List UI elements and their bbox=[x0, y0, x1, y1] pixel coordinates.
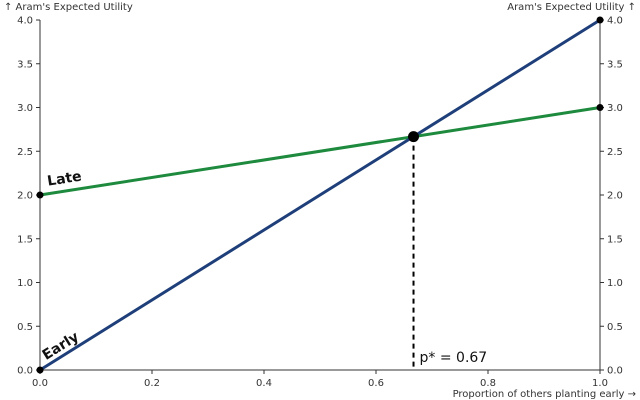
x-tick-label: 0.2 bbox=[144, 378, 160, 389]
y-tick-label-left: 1.5 bbox=[17, 234, 33, 245]
y-axis-label-right: Aram's Expected Utility ↑ bbox=[507, 2, 636, 13]
y-tick-label-right: 1.5 bbox=[607, 234, 623, 245]
endpoint-early bbox=[596, 16, 604, 24]
y-tick-label-left: 0.5 bbox=[17, 322, 33, 333]
equilibrium-point bbox=[408, 131, 420, 143]
y-tick-label-left: 3.0 bbox=[17, 103, 33, 114]
y-tick-label-right: 1.0 bbox=[607, 278, 623, 289]
ticks: 0.0 0.00.5 0.51.0 1.01.5 1.52.0 2.02.5 2.53.0 3… bbox=[17, 16, 623, 390]
y-tick-label-left: 2.5 bbox=[17, 147, 33, 158]
x-tick-label: 1.0 bbox=[592, 378, 608, 389]
endpoint-late bbox=[36, 191, 44, 199]
y-tick-label-right: 0.0 bbox=[607, 366, 623, 377]
x-tick-label: 0.8 bbox=[480, 378, 496, 389]
y-tick-label-left: 2.0 bbox=[17, 191, 33, 202]
series-line-early bbox=[39, 18, 601, 372]
y-tick-label-left: 1.0 bbox=[17, 278, 33, 289]
y-tick-label-left: 3.5 bbox=[17, 59, 33, 70]
y-tick-label-right: 3.0 bbox=[607, 103, 623, 114]
y-tick-label-right: 0.5 bbox=[607, 322, 623, 333]
series-label-late: Late bbox=[46, 169, 83, 190]
y-axis-label-left: ↑ Aram's Expected Utility bbox=[4, 2, 133, 13]
series-line-late bbox=[39, 106, 601, 197]
y-tick-label-left: 4.0 bbox=[17, 16, 33, 27]
x-axis-label: Proportion of others planting early → bbox=[453, 389, 636, 400]
x-tick-label: 0.0 bbox=[32, 378, 48, 389]
y-tick-label-right: 2.5 bbox=[607, 147, 623, 158]
series-layer bbox=[36, 16, 604, 374]
x-tick-label: 0.6 bbox=[368, 378, 384, 389]
endpoint-early bbox=[36, 366, 44, 374]
equilibrium-label: p* = 0.67 bbox=[420, 350, 488, 366]
x-tick-label: 0.4 bbox=[256, 378, 272, 389]
y-tick-label-left: 0.0 bbox=[17, 366, 33, 377]
y-tick-label-right: 3.5 bbox=[607, 59, 623, 70]
endpoint-late bbox=[596, 104, 604, 111]
y-tick-label-right: 4.0 bbox=[607, 16, 623, 27]
y-tick-label-right: 2.0 bbox=[607, 191, 623, 202]
